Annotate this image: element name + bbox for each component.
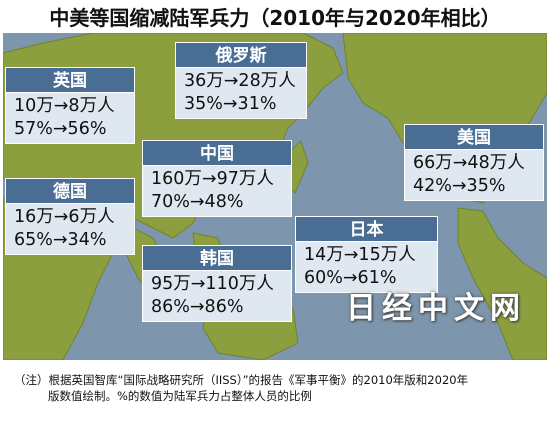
card-usa: 美国 66万→48万人 42%→35%	[404, 124, 544, 201]
card-japan-ratio: 60%→61%	[304, 268, 397, 288]
card-japan-body: 14万→15万人 60%→61%	[295, 242, 438, 293]
card-uk-troops: 10万→8万人	[14, 96, 115, 116]
card-germany-troops: 16万→6万人	[14, 207, 115, 227]
card-japan-troops: 14万→15万人	[304, 245, 416, 265]
card-korea-title: 韩国	[142, 245, 292, 271]
card-russia-troops: 36万→28万人	[184, 71, 296, 91]
world-map: 英国 10万→8万人 57%→56% 俄罗斯 36万→28万人 35%→31% …	[3, 33, 547, 360]
footnote-line-2: 版数值绘制。%的数值为陆军兵力占整体人员的比例	[48, 389, 312, 403]
card-russia-body: 36万→28万人 35%→31%	[175, 68, 307, 119]
card-russia: 俄罗斯 36万→28万人 35%→31%	[175, 42, 307, 119]
card-china-body: 160万→97万人 70%→48%	[142, 166, 292, 217]
card-germany-title: 德国	[5, 178, 135, 204]
card-germany-ratio: 65%→34%	[14, 230, 107, 250]
card-uk-title: 英国	[5, 67, 135, 93]
card-uk: 英国 10万→8万人 57%→56%	[5, 67, 135, 144]
footnote: （注）根据英国智库“国际战略研究所（IISS）”的报告《军事平衡》的2010年版…	[14, 372, 544, 404]
footnote-line-1: （注）根据英国智库“国际战略研究所（IISS）”的报告《军事平衡》的2010年版…	[14, 373, 469, 387]
card-usa-title: 美国	[404, 124, 544, 150]
card-germany: 德国 16万→6万人 65%→34%	[5, 178, 135, 255]
card-usa-ratio: 42%→35%	[413, 176, 506, 196]
card-uk-ratio: 57%→56%	[14, 119, 107, 139]
card-korea: 韩国 95万→110万人 86%→86%	[142, 245, 292, 322]
card-korea-body: 95万→110万人 86%→86%	[142, 271, 292, 322]
watermark-logo: 日经中文网	[346, 291, 526, 326]
card-china-title: 中国	[142, 140, 292, 166]
card-china-ratio: 70%→48%	[151, 192, 244, 212]
card-usa-body: 66万→48万人 42%→35%	[404, 150, 544, 201]
card-russia-title: 俄罗斯	[175, 42, 307, 68]
card-japan-title: 日本	[295, 216, 438, 242]
card-russia-ratio: 35%→31%	[184, 94, 277, 114]
card-germany-body: 16万→6万人 65%→34%	[5, 204, 135, 255]
chart-title: 中美等国缩减陆军兵力（2010年与2020年相比）	[49, 6, 501, 30]
card-korea-ratio: 86%→86%	[151, 297, 244, 317]
card-korea-troops: 95万→110万人	[151, 274, 274, 294]
card-china: 中国 160万→97万人 70%→48%	[142, 140, 292, 217]
card-japan: 日本 14万→15万人 60%→61%	[295, 216, 438, 293]
card-china-troops: 160万→97万人	[151, 169, 274, 189]
card-usa-troops: 66万→48万人	[413, 153, 525, 173]
card-uk-body: 10万→8万人 57%→56%	[5, 93, 135, 144]
